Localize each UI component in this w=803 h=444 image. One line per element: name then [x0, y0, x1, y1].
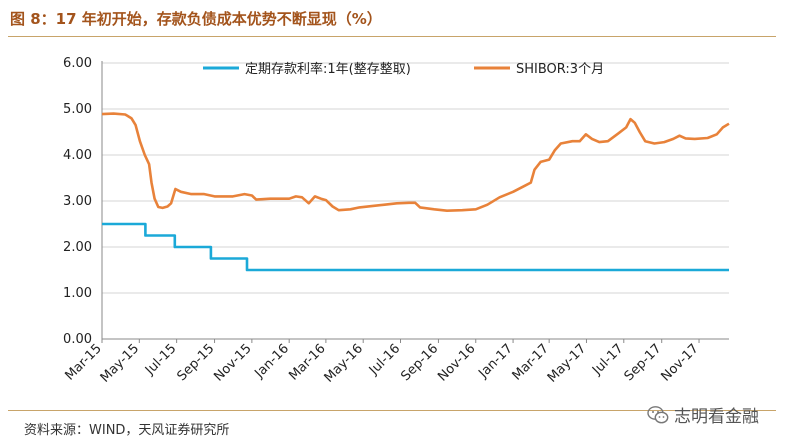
x-tick-label: May-15	[98, 341, 142, 385]
line-chart: 0.001.002.003.004.005.006.00Mar-15May-15…	[62, 56, 730, 386]
legend: 定期存款利率:1年(整存整取) SHIBOR:3个月	[203, 61, 604, 77]
series-line-0	[102, 222, 729, 272]
x-tick-label: Sep-17	[622, 341, 665, 384]
chart-title: 图 8：17 年初开始，存款负债成本优势不断显现（%）	[10, 10, 382, 28]
wechat-icon	[647, 405, 669, 423]
x-tick-label: Nov-15	[211, 341, 254, 384]
y-tick-label: 4.00	[63, 148, 92, 163]
footer-divider	[8, 410, 776, 411]
y-tick-label: 0.00	[63, 332, 92, 347]
y-tick-label: 2.00	[63, 240, 92, 255]
grid	[102, 62, 729, 294]
y-tick-label: 3.00	[63, 194, 92, 209]
axes: 0.001.002.003.004.005.006.00Mar-15May-15…	[62, 56, 729, 386]
x-tick-label: Sep-16	[398, 341, 441, 384]
title-divider	[8, 36, 776, 37]
y-tick-label: 1.00	[63, 286, 92, 301]
x-tick-label: Nov-16	[435, 341, 478, 384]
legend-label-1: SHIBOR:3个月	[516, 62, 604, 77]
series-layer	[101, 112, 730, 272]
y-tick-label: 5.00	[63, 102, 92, 117]
series-line-1	[101, 112, 730, 212]
watermark-text: 志明看金融	[674, 407, 759, 427]
x-tick-label: May-16	[322, 341, 366, 385]
source-note: 资料来源：WIND，天风证券研究所	[24, 423, 230, 438]
x-tick-label: Jan-16	[252, 341, 293, 382]
x-tick-label: Nov-17	[659, 341, 702, 384]
x-tick-label: May-17	[545, 341, 589, 385]
y-tick-label: 6.00	[63, 56, 92, 71]
legend-label-0: 定期存款利率:1年(整存整取)	[245, 61, 411, 77]
watermark: 志明看金融	[646, 402, 759, 427]
x-tick-label: Jan-17	[475, 341, 516, 382]
x-tick-label: Sep-15	[174, 341, 217, 384]
